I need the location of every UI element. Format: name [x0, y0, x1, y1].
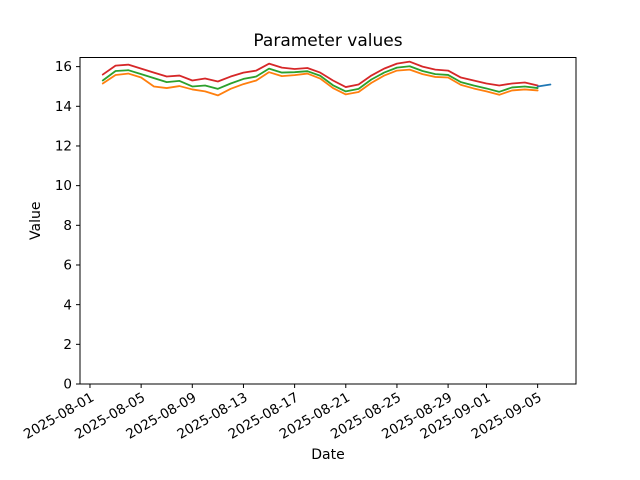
y-tick-label: 2: [63, 337, 72, 353]
chart-title: Parameter values: [253, 31, 402, 51]
series-line-green: [101, 65, 539, 93]
y-tick-label: 6: [63, 258, 72, 274]
series-lines: [101, 60, 552, 97]
y-tick-label: 4: [63, 297, 72, 313]
y-tick-label: 12: [55, 139, 72, 155]
series-line-blue: [536, 83, 552, 88]
y-tick-label: 8: [63, 218, 72, 234]
plot-area-border: [79, 57, 577, 385]
series-line-orange: [101, 68, 539, 97]
y-tick-label: 0: [63, 377, 72, 393]
y-axis-label: Value: [28, 202, 44, 240]
y-tick-label: 14: [55, 99, 72, 115]
y-tick-label: 16: [55, 59, 72, 75]
y-axis-ticks: 0 2 4 6 8 10 12 14 16: [55, 59, 80, 393]
x-axis-label: Date: [311, 447, 344, 463]
x-axis-ticks: 2025-08-012025-08-052025-08-092025-08-13…: [21, 384, 545, 443]
series-line-red: [101, 60, 539, 88]
y-tick-label: 10: [55, 178, 72, 194]
